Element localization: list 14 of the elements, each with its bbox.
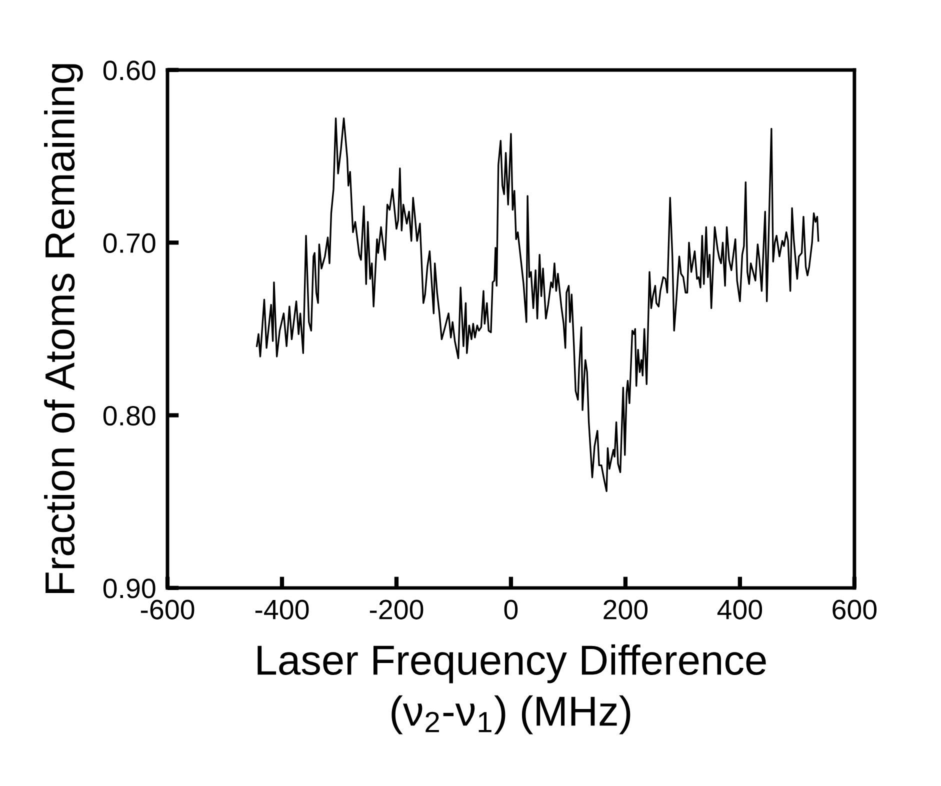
- x-tick-label: -200: [370, 600, 424, 620]
- y-tick-label: 0.60: [103, 60, 156, 80]
- y-axis-title: Fraction of Atoms Remaining: [44, 64, 83, 593]
- x-tick-label: -600: [140, 600, 194, 620]
- x-tick-label: -400: [255, 600, 309, 620]
- y-tick-label: 0.70: [103, 233, 156, 253]
- x-tick-label: 600: [832, 600, 877, 620]
- x-tick-label: 400: [717, 600, 762, 620]
- x-tick-label: 0: [504, 600, 518, 620]
- line-series: [256, 117, 820, 492]
- y-tick-label: 0.90: [103, 578, 156, 598]
- x-axis-title: Laser Frequency Difference (ν$_{2}$-ν$_{1}$) (MHz): [258, 644, 766, 734]
- x-tick-label: 200: [604, 600, 648, 620]
- y-tick-label: 0.80: [103, 406, 156, 426]
